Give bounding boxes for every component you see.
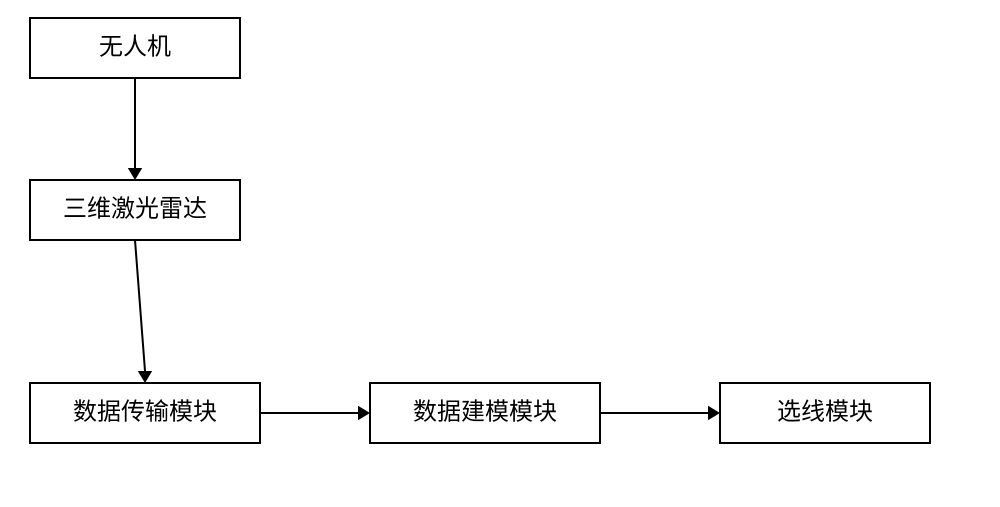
- arrowhead-icon: [138, 371, 152, 383]
- svg-text:数据传输模块: 数据传输模块: [73, 399, 217, 426]
- node-drone: 无人机: [30, 18, 240, 78]
- node-data-modeling: 数据建模模块: [370, 383, 600, 443]
- svg-text:数据建模模块: 数据建模模块: [413, 399, 557, 426]
- node-line-selection: 选线模块: [720, 383, 930, 443]
- svg-text:选线模块: 选线模块: [777, 399, 873, 426]
- svg-text:无人机: 无人机: [99, 34, 171, 61]
- edges-group: [128, 78, 720, 420]
- arrowhead-icon: [708, 406, 720, 420]
- flowchart-diagram: 无人机 三维激光雷达 数据传输模块 数据建模模块 选线模块: [0, 0, 1000, 507]
- arrowhead-icon: [128, 168, 142, 180]
- node-lidar: 三维激光雷达: [30, 180, 240, 240]
- svg-text:三维激光雷达: 三维激光雷达: [63, 196, 207, 223]
- node-data-transmission: 数据传输模块: [30, 383, 260, 443]
- arrowhead-icon: [358, 406, 370, 420]
- edge-line: [135, 240, 145, 371]
